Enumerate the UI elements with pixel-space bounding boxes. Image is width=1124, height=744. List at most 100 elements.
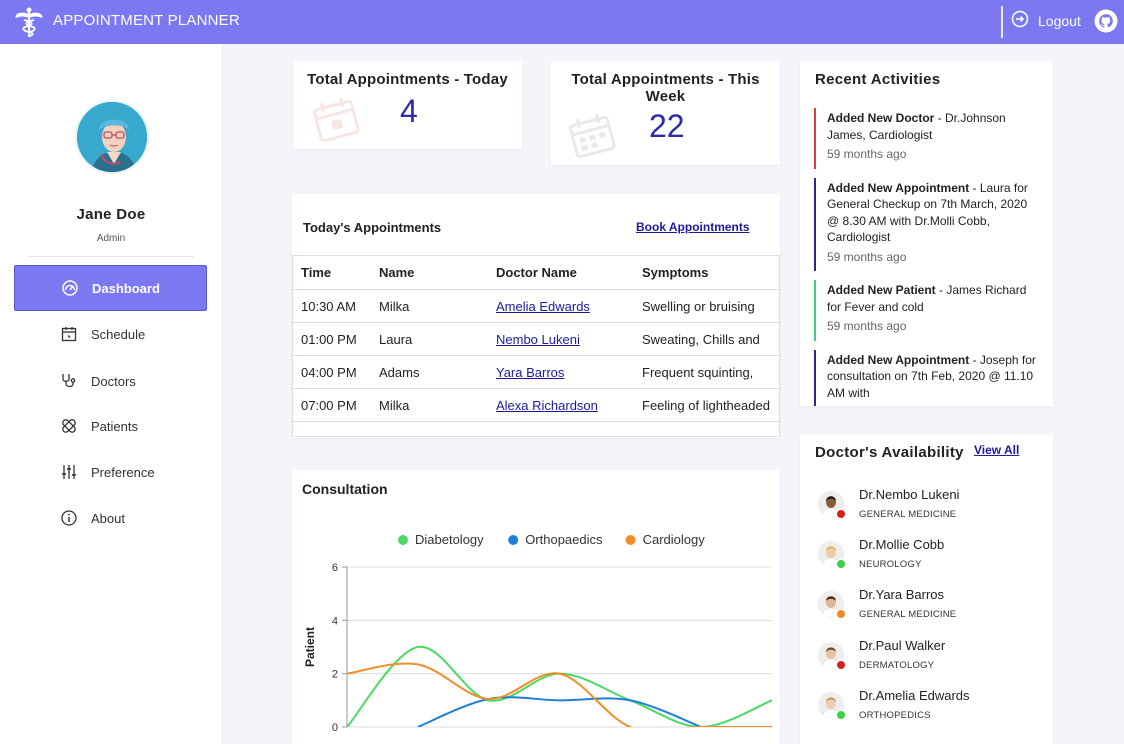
stat-title-today: Total Appointments - Today [307, 71, 508, 88]
activity-time: 59 months ago [827, 249, 907, 264]
sliders-icon [62, 465, 76, 479]
table-row[interactable]: 01:00 PM Laura Nembo Lukeni Sweating, Ch… [292, 322, 780, 356]
activity-head: Added New Appointment [827, 180, 970, 195]
sidebar-item-doctors[interactable]: Doctors [14, 358, 207, 404]
cell-symptoms: Sweating, Chills and [633, 322, 780, 356]
doctor-specialty: ORTHOPEDICS [859, 709, 931, 721]
recent-activities-card: Recent Activities Added New Doctor - Dr.… [800, 61, 1053, 406]
doctor-link[interactable]: Amelia Edwards [496, 298, 590, 314]
doctor-name: Dr.Paul Walker [859, 637, 946, 653]
sidebar-item-label: Dashboard [92, 280, 160, 296]
doctor-availability-card: Doctor's Availability View All Dr.Nembo … [800, 435, 1053, 744]
legend-marker [625, 535, 636, 545]
doctor-name: Dr.Amelia Edwards [859, 687, 970, 703]
series-line [417, 696, 702, 727]
doctor-item[interactable]: Dr.Amelia Edwards ORTHOPEDICS [818, 688, 1038, 728]
activity-head: Added New Doctor [827, 111, 935, 125]
cell-time: 04:00 PM [292, 355, 370, 389]
activity-body: - Laura for General Checkup on 7th March… [827, 180, 1028, 245]
app-title: APPOINTMENT PLANNER [53, 12, 240, 29]
activity-text: Added New Patient - James Richard for Fe… [827, 282, 1039, 315]
doctor-item[interactable]: Dr.Yara Barros GENERAL MEDICINE [818, 587, 1038, 627]
consultation-chart[interactable]: 0 2 4 6 Patient Diabetology Orthopaedics Cardio… [292, 470, 780, 744]
logout-button[interactable]: Logout [1038, 13, 1081, 29]
sidebar-item-label: Doctors [91, 373, 136, 389]
y-tick-label: 0 [332, 722, 338, 734]
appointments-table: Time Name Doctor Name Symptoms 10:30 AM … [292, 255, 780, 422]
activity-item[interactable]: Added New Appointment - Joseph for consu… [814, 349, 1039, 406]
cell-name: Milka [370, 289, 487, 323]
doctor-specialty: NEUROLOGY [859, 559, 922, 571]
caduceus-logo-icon[interactable] [12, 6, 46, 38]
column-header[interactable]: Name [370, 255, 487, 290]
status-dot [836, 609, 846, 620]
legend-marker [508, 535, 519, 545]
logout-icon[interactable] [1011, 10, 1029, 28]
y-tick-label: 6 [332, 562, 338, 574]
cell-time: 07:00 PM [292, 388, 370, 422]
activity-time: 59 months ago [827, 147, 907, 161]
user-avatar[interactable] [75, 100, 149, 174]
sidebar-item-preference[interactable]: Preference [14, 449, 207, 495]
legend-marker [398, 535, 408, 545]
status-dot [836, 509, 846, 519]
sidebar-item-label: About [91, 510, 125, 526]
table-row[interactable]: 04:00 PM Adams Yara Barros Frequent squi… [292, 355, 780, 389]
stethoscope-icon [62, 374, 76, 388]
sidebar-item-schedule[interactable]: Schedule [14, 311, 207, 357]
sidebar-item-label: Preference [91, 464, 155, 480]
legend-label: Diabetology [415, 532, 484, 547]
table-row[interactable]: 10:30 AM Milka Amelia Edwards Swelling o… [292, 289, 780, 323]
y-tick-label: 2 [332, 669, 338, 681]
cell-time: 01:00 PM [292, 322, 370, 356]
cell-time: 10:30 AM [292, 289, 370, 323]
activity-text: Added New Appointment - Joseph for consu… [827, 352, 1039, 402]
calendar-icon [61, 327, 77, 342]
activity-body: - Joseph for consultation on 7th Feb, 20… [827, 352, 1036, 400]
column-header[interactable]: Time [292, 255, 370, 290]
column-header[interactable]: Symptoms [633, 255, 780, 290]
github-icon[interactable] [1094, 9, 1118, 33]
doctor-link[interactable]: Nembo Lukeni [496, 331, 580, 347]
doctor-link[interactable]: Alexa Richardson [496, 397, 598, 413]
activity-head: Added New Appointment [827, 352, 970, 367]
doctor-portrait-icon [818, 541, 844, 568]
sidebar-item-dashboard[interactable]: Dashboard [14, 265, 207, 311]
activity-item[interactable]: Added New Patient - James Richard for Fe… [814, 280, 1039, 341]
view-all-link[interactable]: View All [974, 443, 1020, 457]
stat-card-week: Total Appointments - This Week 22 [551, 61, 780, 165]
activity-text: Added New Appointment - Laura for Genera… [827, 180, 1039, 246]
sidebar-item-about[interactable]: About [14, 495, 207, 541]
legend-label: Orthopaedics [525, 532, 603, 547]
y-tick-label: 4 [332, 615, 338, 627]
series-line [347, 662, 772, 727]
sidebar-item-label: Schedule [91, 326, 146, 342]
activity-item[interactable]: Added New Appointment - Laura for Genera… [814, 177, 1039, 271]
calendar-watermark-icon [568, 113, 616, 159]
doctor-specialty: DERMATOLOGY [859, 659, 935, 671]
doctor-item[interactable]: Dr.Paul Walker DERMATOLOGY [818, 638, 1038, 678]
calendar-watermark-icon [312, 97, 360, 143]
doctor-item[interactable]: Dr.Mollie Cobb NEUROLOGY [818, 537, 1038, 577]
table-row[interactable]: 07:00 PM Milka Alexa Richardson Feeling … [292, 388, 780, 422]
info-icon [61, 510, 77, 526]
stat-value-today: 4 [400, 93, 418, 129]
activity-item[interactable]: Added New Doctor - Dr.Johnson James, Car… [814, 108, 1039, 169]
doctor-link[interactable]: Yara Barros [496, 364, 565, 380]
y-axis-label: Patient [303, 627, 317, 667]
legend-label: Cardiology [643, 532, 706, 547]
sidebar-item-patients[interactable]: Patients [14, 403, 207, 449]
doctor-specialty: GENERAL MEDICINE [859, 509, 957, 520]
doctor-name: Dr.Mollie Cobb [859, 537, 945, 553]
top-bar: APPOINTMENT PLANNER Logout [0, 0, 1124, 44]
nurse-portrait-icon [77, 102, 147, 172]
activities-list[interactable]: Added New Doctor - Dr.Johnson James, Car… [814, 108, 1039, 406]
book-appointments-link[interactable]: Book Appointments [636, 220, 750, 234]
doctor-item[interactable]: Dr.Nembo Lukeni GENERAL MEDICINE [818, 487, 1038, 527]
cell-symptoms: Swelling or bruising [633, 289, 780, 323]
column-header[interactable]: Doctor Name [487, 255, 633, 290]
sidebar: Jane Doe Admin Dashboard Schedule Doctor… [0, 44, 223, 744]
status-dot [836, 709, 846, 720]
cell-name: Milka [370, 388, 487, 422]
doctor-name: Dr.Yara Barros [859, 587, 945, 603]
